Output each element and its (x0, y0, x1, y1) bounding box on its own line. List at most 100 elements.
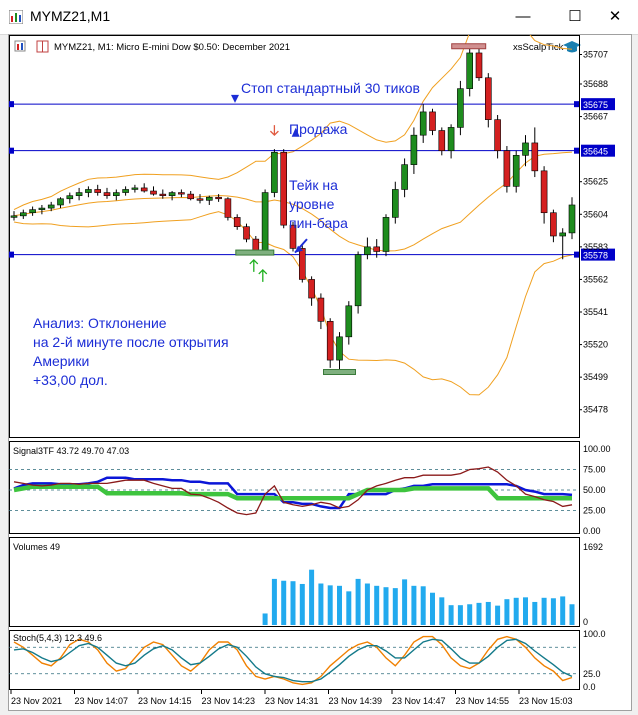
volume-bar (448, 605, 454, 625)
candle-body (559, 232, 567, 237)
volume-bar (392, 588, 398, 625)
candle-body (94, 189, 101, 193)
volume-bar (550, 598, 556, 625)
take-pointer-head (295, 245, 303, 253)
minimize-button[interactable]: — (515, 8, 531, 25)
candle-body (550, 212, 557, 237)
stoch-y-tick-label: 100.0 (583, 629, 606, 639)
candle-body (57, 198, 64, 206)
volume-bar (299, 583, 305, 625)
x-tick-label: 23 Nov 14:55 (456, 696, 510, 706)
x-tick-label: 23 Nov 14:23 (202, 696, 256, 706)
candle-body (85, 189, 92, 193)
volume-bar (495, 605, 501, 625)
sell-pointer-icon (291, 127, 300, 137)
level-marker-right (574, 101, 579, 108)
candle-body (243, 226, 250, 240)
volume-bar (467, 604, 473, 625)
price-label: 35675 (583, 100, 608, 110)
candle-body (38, 207, 46, 210)
entry-up-arrow (258, 269, 268, 282)
price-label-bg (581, 144, 615, 157)
volume-bar (309, 569, 315, 625)
x-tick-label: 23 Nov 14:31 (265, 696, 319, 706)
graduation-cap-icon (563, 41, 581, 53)
candle-body (10, 215, 18, 218)
candle-body (103, 192, 111, 196)
candle-body (289, 224, 297, 249)
volume-bar (327, 585, 333, 625)
band-middle-line (13, 151, 573, 252)
y-tick-label: 35478 (583, 405, 608, 415)
candle-body (568, 204, 576, 234)
window-titlebar: MYMZ21,M1 — ☐ ✕ (0, 0, 638, 35)
volume-bar (346, 591, 352, 625)
volume-bar (383, 587, 389, 625)
volume-bar (281, 580, 287, 625)
volume-bar (439, 597, 445, 625)
volume-bar (337, 585, 342, 625)
price-label-bg (581, 248, 615, 261)
candle-body (503, 150, 511, 187)
y-tick-label: 35707 (583, 50, 608, 60)
candle-body (354, 254, 362, 307)
signal-y-tick-label: 0.00 (583, 526, 601, 536)
candle-body (373, 246, 381, 252)
symbol-icon (14, 40, 26, 52)
candle-body (438, 130, 446, 151)
volume-bar (318, 583, 324, 625)
candle-body (466, 52, 474, 89)
candle-body (522, 142, 529, 156)
chart-canvas[interactable]: MYMZ21, M1: Micro E-mini Dow $0.50: Dece… (9, 4, 631, 710)
volume-bar (504, 599, 510, 625)
candle-body (178, 192, 185, 195)
y-tick-label: 35562 (583, 274, 608, 284)
volume-bar (560, 596, 566, 625)
high-pin-marker (451, 43, 487, 50)
x-tick-label: 23 Nov 14:07 (75, 696, 129, 706)
chart-app-icon (9, 10, 23, 24)
candle-body (531, 142, 539, 172)
maximize-button[interactable]: ☐ (568, 8, 582, 25)
candle-body (457, 88, 464, 128)
candle-body (29, 209, 36, 214)
y-tick-label: 35520 (583, 340, 608, 350)
chart-frame: MYMZ21, M1: Micro E-mini Dow $0.50: Dece… (8, 4, 632, 711)
stoch-y-tick-label: 0.0 (583, 682, 596, 692)
volume-bar (485, 601, 491, 625)
candle-body (391, 189, 399, 218)
y-tick-label: 35604 (583, 209, 608, 219)
candle-body (75, 192, 83, 196)
candle-body (261, 192, 269, 252)
volume-y-tick-label: 0 (583, 617, 588, 627)
signal-y-tick-label: 25.00 (583, 506, 606, 516)
y-tick-label: 35499 (583, 372, 608, 382)
volume-y-tick-label: 1692 (583, 542, 603, 552)
volume-bar (374, 585, 380, 625)
close-button[interactable]: ✕ (608, 8, 622, 25)
y-tick-label: 35688 (583, 79, 608, 89)
chart-header-info: MYMZ21, M1: Micro E-mini Dow $0.50: Dece… (54, 42, 290, 53)
volume-bar (476, 602, 482, 625)
sell-down-arrow (269, 125, 279, 137)
candle-body (298, 248, 306, 280)
price-label: 35645 (583, 147, 608, 157)
candle-body (410, 134, 418, 165)
stoch-series-1 (13, 638, 573, 683)
y-tick-label: 35625 (583, 177, 608, 187)
candle-body (122, 189, 129, 193)
x-tick-label: 23 Nov 2021 (11, 696, 62, 706)
signal-y-tick-label: 75.00 (583, 465, 606, 475)
signal-series-1 (13, 484, 572, 501)
volume-bar (457, 605, 463, 625)
analysis-annotation: Анализ: Отклонение на 2-й минуте после о… (33, 315, 229, 388)
volume-bar (541, 597, 547, 625)
candle-body (345, 305, 353, 338)
candle-body (113, 192, 120, 196)
volume-bar (271, 578, 277, 625)
level-marker-left (9, 251, 14, 258)
level-marker-left (9, 147, 14, 154)
volume-bar (290, 581, 296, 625)
level-marker-left (9, 101, 14, 108)
candle-body (215, 196, 222, 200)
